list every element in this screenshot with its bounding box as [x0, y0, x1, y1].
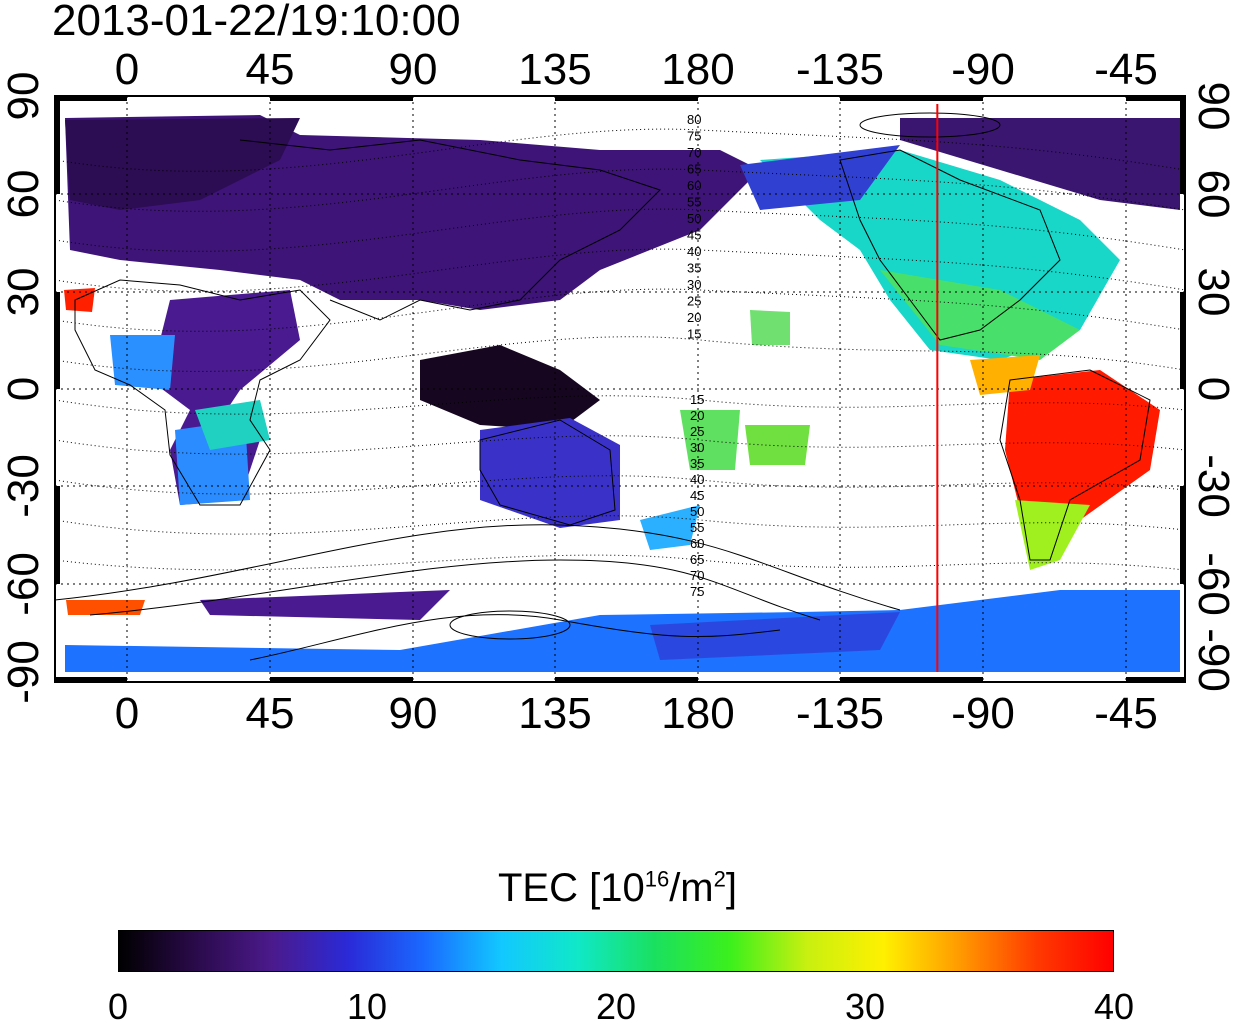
- left-lat-label: 90: [0, 72, 48, 121]
- top-lon-label: 180: [661, 45, 734, 94]
- contour-label-south: 50: [690, 504, 704, 519]
- right-lat-label: 30: [1189, 268, 1235, 317]
- contour-label-south: 35: [690, 456, 704, 471]
- mlat-contours: [54, 128, 1186, 571]
- contour-label-south: 30: [690, 440, 704, 455]
- colorbar-tick-label: 0: [107, 986, 129, 1027]
- contour-label-south: 70: [690, 568, 704, 583]
- top-lon-label: 0: [115, 45, 139, 94]
- left-lat-label: -90: [0, 640, 48, 704]
- colorbar-tick-label: 30: [844, 986, 886, 1027]
- contour-label-north: 35: [687, 261, 701, 276]
- top-lon-labels: 0 45 90 135 180 -135 -90 -45: [115, 45, 1158, 94]
- bottom-lon-label: 90: [389, 689, 438, 738]
- right-lat-label: -30: [1189, 454, 1235, 518]
- bottom-lon-label: 135: [518, 689, 591, 738]
- bottom-lon-label: -135: [796, 689, 884, 738]
- top-lon-label: 135: [518, 45, 591, 94]
- bottom-lon-label: -90: [951, 689, 1015, 738]
- bottom-lon-label: 45: [246, 689, 295, 738]
- tec-data-layer: [64, 115, 1180, 672]
- graticule: [55, 96, 1185, 682]
- left-lat-label: 0: [0, 377, 48, 401]
- tec-region-australia: [480, 418, 620, 528]
- contour-label-south: 45: [690, 488, 704, 503]
- right-lat-label: 90: [1189, 82, 1235, 131]
- contour-label-north: 15: [687, 327, 701, 342]
- tec-map: 0 45 90 135 180 -135 -90 -45 0 45 90 135…: [0, 45, 1235, 738]
- right-lat-label: -60: [1189, 552, 1235, 616]
- frame-ticks: [54, 95, 1186, 683]
- contour-label-north: 40: [687, 244, 701, 259]
- left-lat-label: -30: [0, 454, 48, 518]
- contour-label-north: 30: [687, 277, 701, 292]
- top-lon-label: 45: [246, 45, 295, 94]
- contour-label-north: 50: [687, 211, 701, 226]
- contour-label-north: 45: [687, 228, 701, 243]
- top-lon-label: -45: [1094, 45, 1158, 94]
- contour-label-north: 80: [687, 112, 701, 127]
- colorbar-title: TEC [1016/m2]: [497, 866, 737, 910]
- map-timestamp-title: 2013-01-22/19:10:00: [52, 0, 461, 45]
- contour-label-south: 40: [690, 472, 704, 487]
- left-lat-labels: 90 60 30 0 -30 -60 -90: [0, 72, 48, 704]
- colorbar-tick-label: 10: [346, 986, 388, 1027]
- bottom-lon-labels: 0 45 90 135 180 -135 -90 -45: [115, 689, 1158, 738]
- tec-colorbar: [118, 930, 1114, 972]
- contour-label-north: 65: [687, 162, 701, 177]
- contour-label-south: 75: [690, 584, 704, 599]
- coastlines: [74, 139, 1151, 661]
- top-lon-label: 90: [389, 45, 438, 94]
- contour-label-north: 25: [687, 294, 701, 309]
- right-lat-label: 0: [1189, 377, 1235, 401]
- contour-label-north: 55: [687, 195, 701, 210]
- top-lon-label: -90: [951, 45, 1015, 94]
- top-lon-label: -135: [796, 45, 884, 94]
- contour-label-north: 70: [687, 145, 701, 160]
- colorbar-tick-label: 20: [595, 986, 637, 1027]
- right-lat-label: 60: [1189, 170, 1235, 219]
- tec-region-antarctica: [65, 590, 1180, 672]
- contour-label-south: 55: [690, 520, 704, 535]
- right-lat-labels: 90 60 30 0 -30 -60 -90: [1189, 82, 1235, 692]
- bottom-lon-label: -45: [1094, 689, 1158, 738]
- mlat-contours-solid: [54, 112, 1001, 640]
- bottom-lon-label: 0: [115, 689, 139, 738]
- contour-label-south: 60: [690, 536, 704, 551]
- contour-label-south: 25: [690, 424, 704, 439]
- contour-label-south: 65: [690, 552, 704, 567]
- contour-labels: 8075706560555045403530252015152025303540…: [687, 112, 704, 599]
- colorbar-tick-label: 40: [1093, 986, 1135, 1027]
- left-lat-label: 30: [0, 268, 48, 317]
- left-lat-label: 60: [0, 170, 48, 219]
- contour-label-north: 20: [687, 310, 701, 325]
- contour-label-south: 20: [690, 408, 704, 423]
- contour-label-south: 15: [690, 392, 704, 407]
- bottom-lon-label: 180: [661, 689, 734, 738]
- tec-region-south-america: [1005, 370, 1160, 540]
- contour-label-north: 75: [687, 129, 701, 144]
- right-lat-label: -90: [1189, 628, 1235, 692]
- contour-label-north: 60: [687, 178, 701, 193]
- left-lat-label: -60: [0, 552, 48, 616]
